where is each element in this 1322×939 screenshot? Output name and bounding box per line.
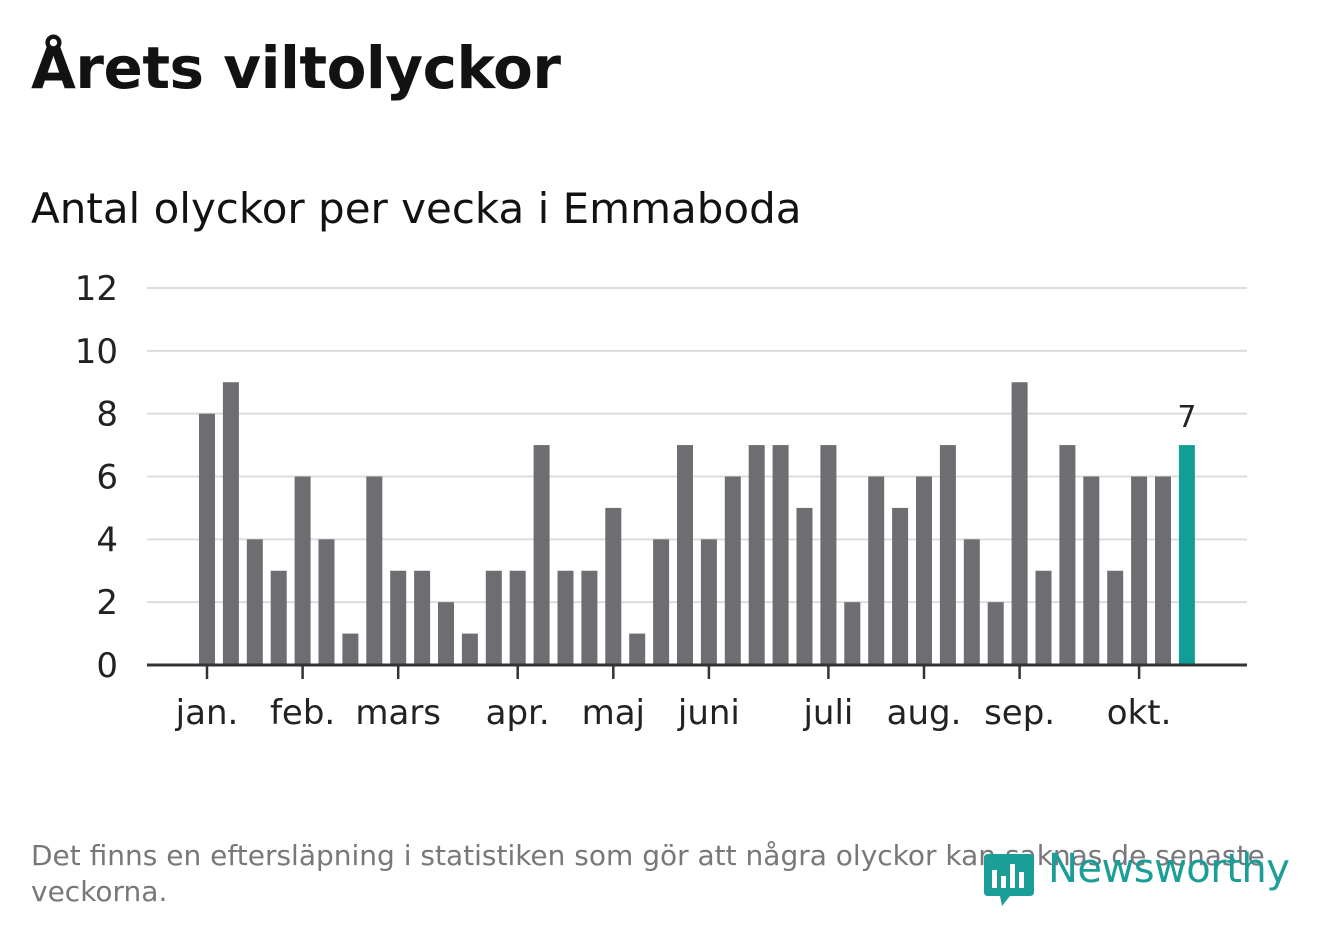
chart-subtitle: Antal olyckor per vecka i Emmaboda (31, 184, 802, 233)
y-tick-label: 12 (75, 269, 118, 309)
bar (366, 476, 383, 665)
bar (1131, 476, 1148, 665)
bar (820, 445, 837, 665)
x-tick-label: mars (355, 693, 441, 733)
bar (1083, 476, 1100, 665)
x-tick-label: aug. (887, 693, 962, 733)
bar (939, 445, 956, 665)
x-tick-label: jan. (175, 693, 239, 733)
bar (963, 539, 980, 665)
bar (461, 633, 478, 665)
bar-chart: 0 2 4 6 8 10 12 7 jan. feb. mars apr. maj juni juli aug… (75, 269, 1247, 733)
bar (1059, 445, 1076, 665)
x-tick-label: feb. (270, 693, 335, 733)
bar-highlight (1178, 445, 1195, 665)
y-tick-label: 10 (75, 332, 118, 372)
bar (318, 539, 335, 665)
x-tick-label: juni (677, 693, 740, 733)
bar (246, 539, 263, 665)
bar (509, 570, 526, 665)
bar (605, 507, 622, 665)
bar (748, 445, 765, 665)
x-tick-label: okt. (1107, 693, 1172, 733)
y-tick-label: 4 (96, 520, 118, 560)
newsworthy-logo: Newsworthy (980, 846, 1300, 916)
bar (1011, 382, 1028, 665)
bar (844, 602, 861, 665)
data-label: 7 (1177, 400, 1196, 435)
bar (485, 570, 502, 665)
bar (916, 476, 932, 665)
bar (772, 445, 789, 665)
bar (533, 445, 550, 665)
bar (700, 539, 717, 665)
footnote: Det finns en eftersläpning i statistiken… (31, 839, 1265, 908)
y-tick-label: 2 (96, 583, 118, 623)
bar (892, 507, 909, 665)
bar (1035, 570, 1052, 665)
x-tick-label: sep. (984, 693, 1055, 733)
bar (342, 633, 359, 665)
y-tick-label: 6 (96, 458, 118, 498)
bar (222, 382, 239, 665)
bar (294, 476, 311, 665)
x-tick-label: maj (582, 693, 645, 733)
x-tick-label: apr. (486, 693, 550, 733)
bar (390, 570, 407, 665)
bar (868, 476, 885, 665)
y-tick-label: 0 (96, 646, 118, 686)
y-tick-label: 8 (96, 395, 118, 435)
bar (987, 602, 1004, 665)
bar (557, 570, 574, 665)
bar (1155, 476, 1171, 665)
bar (796, 507, 813, 665)
bar (414, 570, 431, 665)
bar (724, 476, 741, 665)
newsworthy-logo-icon (984, 854, 1034, 906)
bar (1107, 570, 1124, 665)
bar (438, 602, 454, 665)
x-tick-label: juli (802, 693, 853, 733)
bar (581, 570, 598, 665)
bar (653, 539, 670, 665)
logo-text: Newsworthy (1048, 846, 1290, 892)
page-title: Årets viltolyckor (31, 34, 561, 102)
bar (629, 633, 646, 665)
bar (677, 445, 693, 665)
bar (199, 413, 215, 665)
bar (270, 570, 287, 665)
